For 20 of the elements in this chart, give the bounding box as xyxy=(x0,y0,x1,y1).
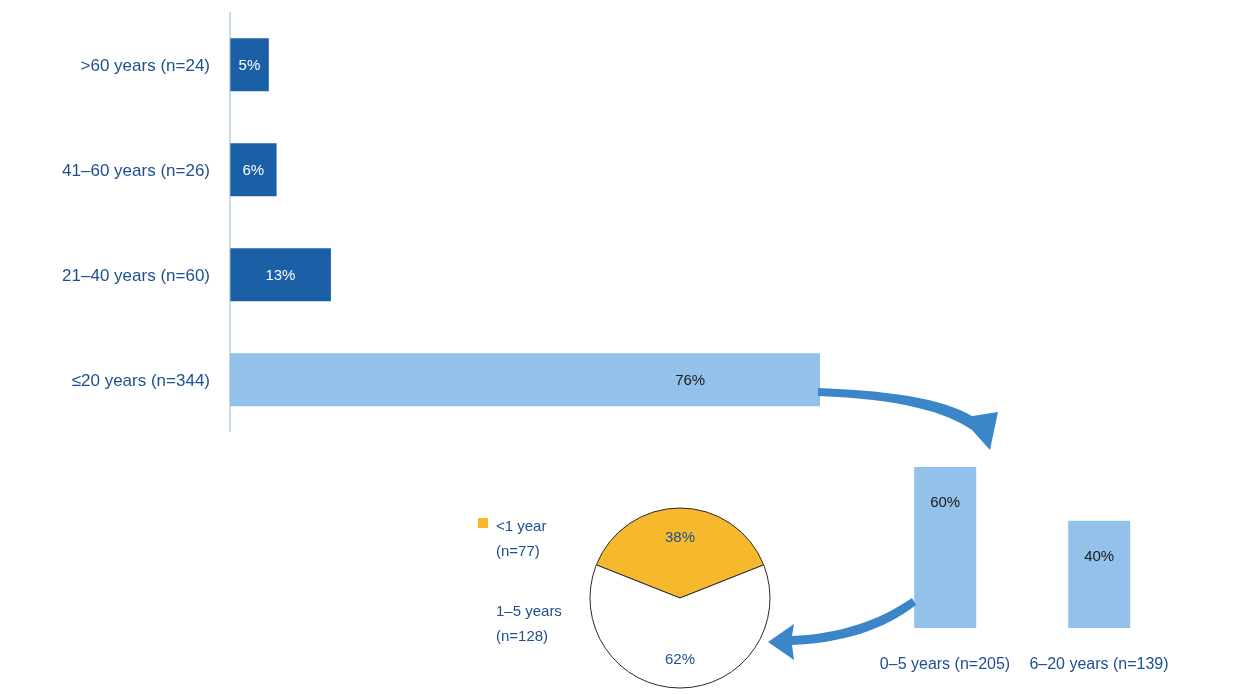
y-tick-label: 41–60 years (n=26) xyxy=(62,160,210,180)
x-tick-label: 6–20 years (n=139) xyxy=(1029,655,1169,673)
data-label: 38% xyxy=(664,527,696,545)
bar xyxy=(230,248,331,302)
data-label: 6% xyxy=(242,160,265,178)
slice-label: 1–5 years (n=128) xyxy=(496,601,563,646)
data-label: 62% xyxy=(664,650,696,668)
bar xyxy=(230,353,820,407)
legend-label: <1 year (n=77) xyxy=(496,516,548,561)
data-label: 40% xyxy=(1084,546,1115,564)
data-label: 76% xyxy=(675,370,706,388)
y-tick-label: ≤20 years (n=344) xyxy=(71,370,210,390)
y-tick-label: 21–40 years (n=60) xyxy=(62,265,210,285)
x-tick-label: 0–5 years (n=205) xyxy=(879,655,1011,673)
bar xyxy=(230,143,277,197)
data-label: 13% xyxy=(265,265,296,283)
bar xyxy=(230,38,269,92)
data-label: 5% xyxy=(238,55,261,73)
data-label: 60% xyxy=(930,493,961,510)
y-tick-label: >60 years (n=24) xyxy=(80,55,210,75)
